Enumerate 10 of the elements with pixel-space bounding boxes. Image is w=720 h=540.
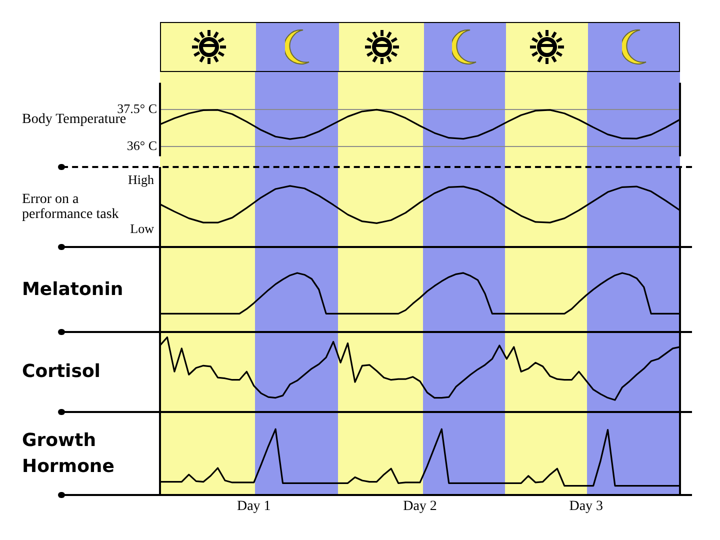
x-tick-label: Day 2 xyxy=(403,499,437,514)
y-axis-title: Cortisol xyxy=(22,360,100,384)
annotation: High xyxy=(127,172,154,188)
x-tick-label: Day 3 xyxy=(569,499,604,514)
y-axis-title: Growth Hormone xyxy=(22,428,116,478)
y-axis-title: Melatonin xyxy=(22,278,124,302)
x-tick-label: Day 1 xyxy=(236,499,271,514)
annotation: Low xyxy=(129,221,154,237)
y-tick-label: 36° C xyxy=(126,138,157,153)
y-axis-title: Error on a performance task xyxy=(22,192,120,222)
